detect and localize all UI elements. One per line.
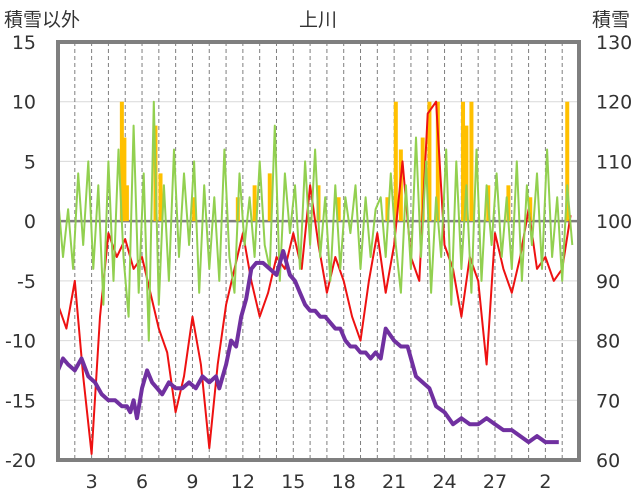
- bar-mark: [119, 101, 124, 222]
- plot-frame: [56, 40, 581, 462]
- bar-mark: [565, 101, 570, 222]
- series-lines: [56, 100, 574, 455]
- bar-mark: [252, 185, 257, 222]
- bar-mark: [464, 125, 469, 222]
- bar-mark: [122, 137, 127, 222]
- right-axis-label: 積雪: [592, 9, 630, 31]
- x-tick-label: 24: [432, 471, 456, 493]
- left-y-tick-label: 10: [12, 92, 36, 114]
- left-y-tick-label: -20: [5, 450, 36, 472]
- chart-title: 上川: [299, 9, 337, 31]
- right-y-tick-label: 100: [596, 211, 632, 233]
- bar-mark: [158, 173, 163, 222]
- right-y-tick-label: 90: [596, 271, 620, 293]
- plot-area: [58, 42, 579, 460]
- right-y-tick-label: 130: [596, 32, 632, 54]
- bar-mark: [124, 185, 129, 222]
- x-tick-label: 21: [382, 471, 406, 493]
- left-y-tick-label: 15: [12, 32, 36, 54]
- bar-mark: [393, 101, 398, 222]
- temperature_change-line: [57, 100, 574, 342]
- right-y-tick-label: 110: [596, 151, 632, 173]
- plot-border: [56, 40, 581, 462]
- x-tick-label: 15: [281, 471, 305, 493]
- bar-mark: [427, 101, 432, 222]
- bar-mark: [506, 185, 511, 222]
- right-y-tick-label: 80: [596, 331, 620, 353]
- left-y-tick-label: -15: [5, 390, 36, 412]
- right-y-tick-label: 70: [596, 390, 620, 412]
- bar-mark: [385, 197, 390, 222]
- bar-mark: [435, 101, 440, 222]
- temperature-line: [57, 100, 572, 455]
- right-y-tick-label: 120: [596, 92, 632, 114]
- left-axis-label: 積雪以外: [4, 9, 80, 31]
- bar-mark: [469, 101, 474, 222]
- x-tick-label: 6: [136, 471, 148, 493]
- bar-mark: [267, 173, 272, 222]
- x-tick-label: 9: [186, 471, 198, 493]
- x-tick-label: 27: [483, 471, 507, 493]
- bar-mark: [528, 197, 533, 222]
- bar-mark: [192, 197, 197, 222]
- tick-labels: -20 -15 -10 -5 0 5 10 15 60 70 80 90 100 110 120 130 3 6 9…: [5, 32, 632, 493]
- snow_depth-line: [56, 249, 559, 445]
- left-y-tick-label: -5: [17, 271, 36, 293]
- right-y-tick-label: 60: [596, 450, 620, 472]
- left-y-tick-label: 5: [24, 151, 36, 173]
- x-tick-label: 12: [231, 471, 255, 493]
- x-tick-label: 2: [539, 471, 551, 493]
- left-y-tick-label: -10: [5, 331, 36, 353]
- bar-mark: [420, 137, 425, 222]
- bar-mark: [336, 197, 341, 222]
- plot-background: [58, 42, 579, 460]
- x-tick-label: 3: [86, 471, 98, 493]
- bar-mark: [461, 101, 466, 222]
- x-tick-label: 18: [332, 471, 356, 493]
- left-y-tick-label: 0: [24, 211, 36, 233]
